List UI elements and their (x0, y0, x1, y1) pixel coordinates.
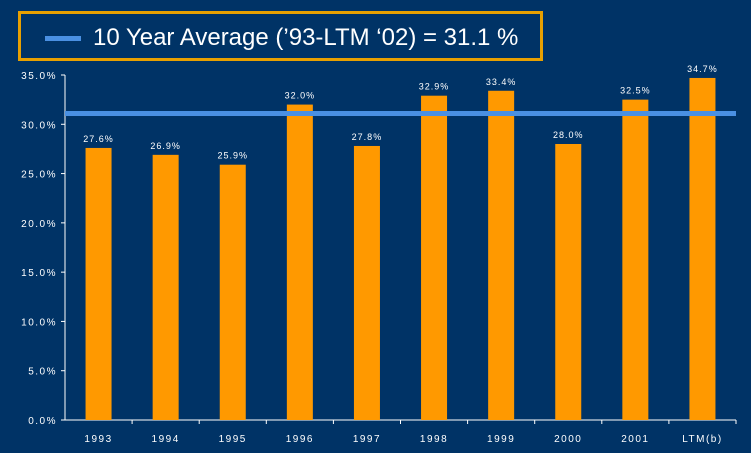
x-tick-label: 1993 (84, 434, 112, 445)
y-tick-label: 20.0% (21, 219, 57, 230)
bar (689, 77, 716, 420)
x-tick-label: 1994 (152, 434, 180, 445)
x-tick-label: 2001 (621, 434, 649, 445)
x-tick-label: LTM(b) (682, 434, 722, 445)
legend-line-swatch (45, 36, 81, 41)
x-tick-label: 1995 (219, 434, 247, 445)
x-tick-label: 2000 (554, 434, 582, 445)
y-tick-label: 10.0% (21, 317, 57, 328)
data-label: 25.9% (217, 151, 248, 161)
data-label: 34.7% (687, 64, 718, 74)
bar (152, 154, 179, 421)
x-tick-label: 1998 (420, 434, 448, 445)
x-tick-label: 1999 (487, 434, 515, 445)
y-tick-label: 25.0% (21, 170, 57, 181)
bar (488, 90, 515, 421)
bar (85, 147, 112, 420)
y-tick-label: 0.0% (28, 416, 57, 427)
data-label: 32.5% (620, 86, 651, 96)
bar (555, 144, 582, 420)
y-tick-label: 15.0% (21, 268, 57, 279)
bar (286, 104, 313, 421)
legend-label: 10 Year Average (’93-LTM ‘02) = 31.1 % (93, 24, 519, 51)
y-tick-label: 5.0% (28, 367, 57, 378)
x-tick-label: 1997 (353, 434, 381, 445)
bar (622, 99, 649, 421)
x-tick-label: 1996 (286, 434, 314, 445)
y-tick-label: 35.0% (21, 71, 57, 82)
data-label: 26.9% (150, 141, 181, 151)
y-tick-label: 30.0% (21, 120, 57, 131)
data-label: 27.6% (83, 134, 114, 144)
data-label: 28.0% (553, 130, 584, 140)
data-label: 27.8% (352, 132, 383, 142)
legend: 10 Year Average (’93-LTM ‘02) = 31.1 % (18, 11, 543, 61)
data-label: 32.0% (285, 91, 316, 101)
bar (421, 95, 448, 420)
data-label: 32.9% (419, 82, 450, 92)
data-label: 33.4% (486, 77, 517, 87)
bar (219, 164, 246, 420)
bar (353, 145, 380, 420)
